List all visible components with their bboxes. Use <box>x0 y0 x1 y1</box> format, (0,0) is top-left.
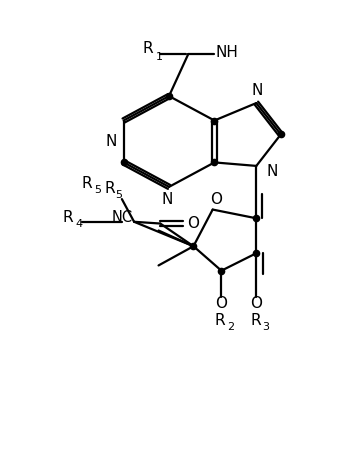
Text: N: N <box>106 134 117 149</box>
Text: O: O <box>215 296 227 311</box>
Text: 2: 2 <box>227 322 234 332</box>
Text: O: O <box>188 216 200 231</box>
Text: R: R <box>214 313 225 328</box>
Text: 4: 4 <box>75 218 82 228</box>
Text: R: R <box>62 210 73 225</box>
Text: O: O <box>210 191 222 207</box>
Text: N: N <box>162 191 173 207</box>
Text: 5: 5 <box>115 190 122 200</box>
Text: R: R <box>82 176 92 191</box>
Text: 1: 1 <box>156 52 163 62</box>
Text: N: N <box>251 83 263 98</box>
Text: NH: NH <box>215 45 238 60</box>
Text: R: R <box>104 181 115 196</box>
Text: O: O <box>250 296 262 311</box>
Text: R: R <box>250 313 261 328</box>
Text: 3: 3 <box>262 322 269 332</box>
Text: R: R <box>143 41 153 57</box>
Text: N: N <box>266 164 278 179</box>
Text: NC: NC <box>111 210 132 225</box>
Text: 5: 5 <box>95 185 102 195</box>
